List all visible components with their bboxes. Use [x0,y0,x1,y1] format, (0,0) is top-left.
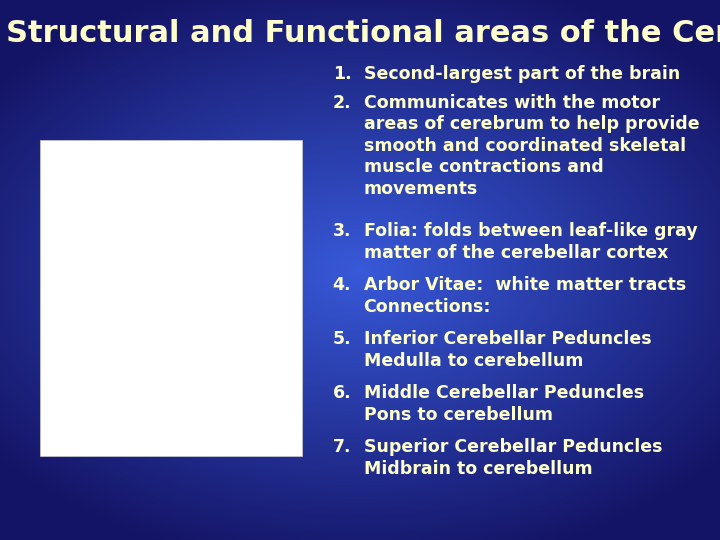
Text: Arbor Vitae:  white matter tracts
Connections:: Arbor Vitae: white matter tracts Connect… [364,276,686,316]
Text: Second-largest part of the brain: Second-largest part of the brain [364,65,680,83]
Text: Middle Cerebellar Peduncles
Pons to cerebellum: Middle Cerebellar Peduncles Pons to cere… [364,384,644,424]
Text: 6.: 6. [333,384,351,402]
Text: 7.: 7. [333,438,351,456]
Text: Structural and Functional areas of the Cerebellum: Structural and Functional areas of the C… [6,19,720,48]
Text: 2.: 2. [333,94,351,112]
Text: Folia: folds between leaf-like gray
matter of the cerebellar cortex: Folia: folds between leaf-like gray matt… [364,222,698,262]
Text: 1.: 1. [333,65,351,83]
Text: Superior Cerebellar Peduncles
Midbrain to cerebellum: Superior Cerebellar Peduncles Midbrain t… [364,438,662,478]
Text: 3.: 3. [333,222,351,240]
Text: 5.: 5. [333,330,351,348]
FancyBboxPatch shape [40,140,302,456]
Text: Communicates with the motor
areas of cerebrum to help provide
smooth and coordin: Communicates with the motor areas of cer… [364,94,699,198]
Text: 4.: 4. [333,276,351,294]
Text: Inferior Cerebellar Peduncles
Medulla to cerebellum: Inferior Cerebellar Peduncles Medulla to… [364,330,651,370]
